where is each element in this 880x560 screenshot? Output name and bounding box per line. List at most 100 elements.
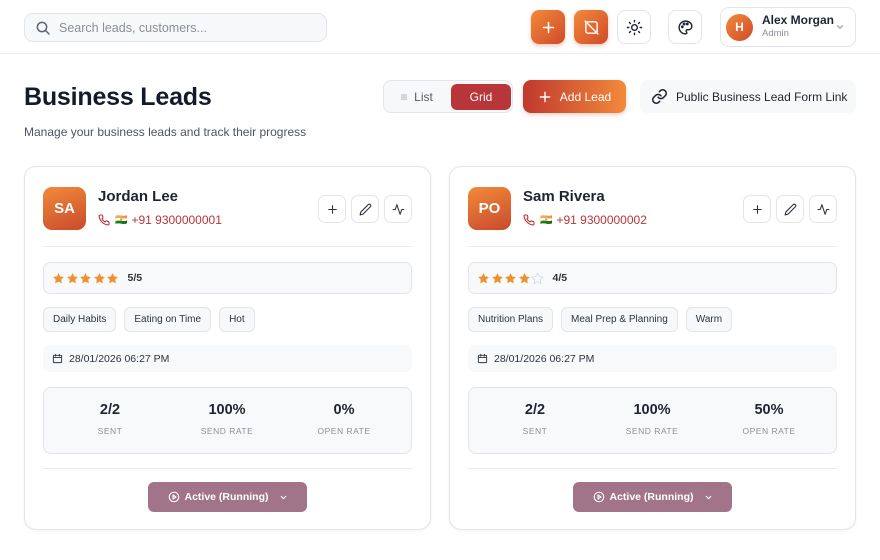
- stat-label: SEND RATE: [200, 426, 254, 436]
- star-filled-icon: [518, 272, 530, 283]
- activity-button[interactable]: [384, 195, 412, 223]
- stat-label: OPEN RATE: [317, 426, 371, 436]
- star-rating: [477, 271, 545, 285]
- theme-toggle-button[interactable]: [617, 10, 651, 44]
- search-box[interactable]: [24, 13, 327, 42]
- list-icon: [401, 94, 408, 100]
- play-circle-icon: [168, 491, 179, 503]
- star-empty-icon: [531, 271, 544, 284]
- phone-icon: [98, 214, 110, 226]
- star-filled-icon: [93, 272, 105, 283]
- palette-button[interactable]: [668, 10, 702, 44]
- tag: Warm: [685, 307, 733, 332]
- palette-icon: [677, 19, 693, 35]
- add-lead-label: Add Lead: [559, 89, 612, 104]
- lead-phone[interactable]: 🇮🇳 +91 9300000002: [523, 213, 647, 227]
- pencil-icon: [359, 203, 371, 215]
- lead-date-text: 28/01/2026 06:27 PM: [494, 352, 595, 365]
- stat-sent: 2/2 SENT: [485, 402, 585, 436]
- tag: Nutrition Plans: [468, 307, 554, 332]
- stat-open-rate: 50% OPEN RATE: [719, 402, 819, 436]
- user-role: Admin: [762, 28, 789, 40]
- lead-tags: Nutrition Plans Meal Prep & Planning War…: [468, 307, 740, 332]
- stat-label: OPEN RATE: [742, 426, 796, 436]
- tag: Hot: [219, 307, 255, 332]
- lead-phone[interactable]: 🇮🇳 +91 9300000001: [98, 213, 222, 227]
- star-rating: [52, 272, 120, 285]
- country-flag: 🇮🇳: [115, 214, 128, 226]
- calendar-icon: [477, 353, 488, 364]
- stat-send-rate: 100% SEND RATE: [602, 402, 702, 436]
- plus-icon: [752, 204, 762, 214]
- plus-icon: [542, 21, 554, 33]
- lead-phone-number: +91 9300000002: [556, 213, 647, 227]
- grid-view-button[interactable]: Grid: [451, 84, 511, 110]
- lead-rating: 4/5: [468, 262, 837, 294]
- stat-open-rate: 0% OPEN RATE: [294, 402, 394, 436]
- stat-value: 100%: [208, 402, 246, 418]
- star-filled-icon: [66, 272, 78, 283]
- tag: Meal Prep & Planning: [561, 307, 678, 332]
- star-filled-icon: [478, 272, 489, 283]
- quick-add-button[interactable]: [531, 10, 565, 44]
- notifications-toggle-button[interactable]: [574, 10, 608, 44]
- stat-sent: 2/2 SENT: [60, 402, 160, 436]
- stat-value: 0%: [333, 402, 355, 418]
- country-flag: 🇮🇳: [540, 214, 553, 226]
- campaign-stats: 2/2 SENT 100% SEND RATE 0% OPEN RATE: [43, 387, 412, 454]
- lead-date: 28/01/2026 06:27 PM: [43, 345, 412, 372]
- divider: [43, 246, 412, 247]
- chevron-down-icon: [705, 495, 711, 499]
- user-menu[interactable]: H Alex Morgan Admin: [720, 7, 856, 47]
- star-filled-icon: [491, 272, 503, 283]
- avatar: H: [726, 13, 753, 41]
- add-lead-button[interactable]: Add Lead: [523, 80, 626, 113]
- activity-icon: [392, 203, 404, 215]
- star-filled-icon: [107, 272, 118, 283]
- divider: [468, 246, 837, 247]
- status-dropdown[interactable]: Active (Running): [148, 482, 307, 512]
- play-circle-icon: [593, 491, 604, 503]
- phone-icon: [523, 214, 535, 226]
- stat-label: SEND RATE: [625, 426, 679, 436]
- divider: [43, 468, 412, 469]
- lead-phone-number: +91 9300000001: [131, 213, 222, 227]
- public-form-link-button[interactable]: Public Business Lead Form Link: [640, 80, 856, 113]
- activity-button[interactable]: [809, 195, 837, 223]
- status-dropdown[interactable]: Active (Running): [573, 482, 732, 512]
- star-filled-icon: [505, 272, 516, 283]
- stat-label: SENT: [522, 426, 548, 436]
- plus-icon: [539, 91, 551, 102]
- top-bar: H Alex Morgan Admin: [0, 0, 880, 54]
- stat-value: 2/2: [99, 402, 121, 418]
- add-note-button[interactable]: [318, 195, 346, 223]
- activity-icon: [817, 203, 829, 215]
- lead-rating: 5/5: [43, 262, 412, 294]
- sun-icon: [626, 19, 642, 35]
- tag: Daily Habits: [43, 307, 117, 332]
- view-toggle: List Grid: [383, 80, 513, 113]
- lead-name: Jordan Lee: [98, 188, 179, 205]
- lead-tags: Daily Habits Eating on Time Hot: [43, 307, 263, 332]
- lead-name: Sam Rivera: [523, 188, 605, 205]
- calendar-icon: [52, 353, 63, 364]
- star-filled-icon: [53, 272, 64, 283]
- edit-lead-button[interactable]: [776, 195, 804, 223]
- bell-off-icon: [583, 19, 599, 35]
- tag: Eating on Time: [124, 307, 212, 332]
- edit-lead-button[interactable]: [351, 195, 379, 223]
- search-input[interactable]: [59, 20, 309, 35]
- status-label: Active (Running): [184, 491, 269, 503]
- lead-avatar: SA: [43, 187, 86, 230]
- lead-date: 28/01/2026 06:27 PM: [468, 345, 837, 372]
- page-title: Business Leads: [24, 83, 212, 111]
- stat-label: SENT: [97, 426, 123, 436]
- star-filled-icon: [80, 272, 91, 283]
- page-subtitle: Manage your business leads and track the…: [24, 125, 307, 139]
- divider: [468, 468, 837, 469]
- lead-card: PO Sam Rivera 🇮🇳 +91 9300000002 4/5 Nutr…: [449, 166, 856, 530]
- list-view-button[interactable]: List: [389, 84, 445, 110]
- stat-send-rate: 100% SEND RATE: [177, 402, 277, 436]
- rating-text: 4/5: [552, 272, 568, 284]
- add-note-button[interactable]: [743, 195, 771, 223]
